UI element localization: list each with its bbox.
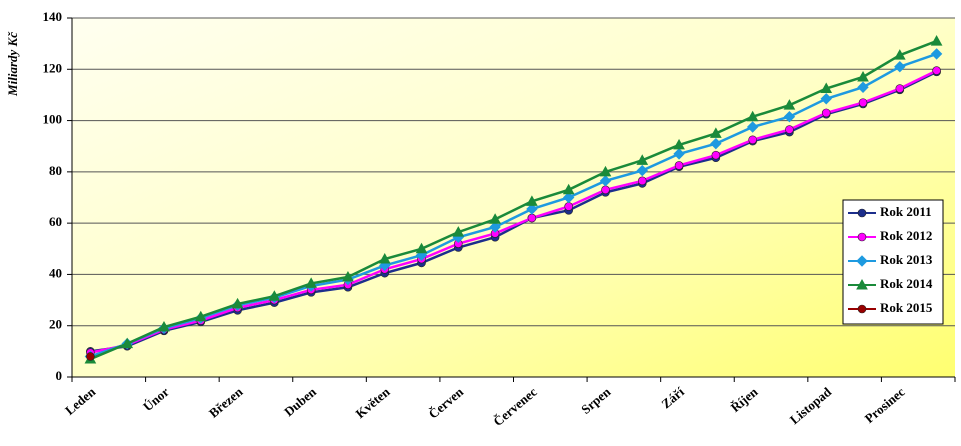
series-line [90, 69, 938, 354]
y-axis-label: Miliardy Kč [5, 31, 20, 97]
marker [86, 352, 95, 361]
marker [857, 208, 867, 218]
marker [599, 165, 612, 177]
marker [932, 66, 941, 75]
series-line [90, 70, 938, 353]
marker [711, 150, 721, 160]
y-tick-label: 140 [43, 9, 63, 24]
x-tick-label: Leden [62, 384, 99, 418]
y-tick-label: 0 [56, 368, 63, 383]
legend-label: Rok 2012 [880, 228, 932, 243]
y-tick-label: 80 [49, 163, 62, 178]
marker [562, 183, 575, 195]
marker [821, 108, 831, 118]
marker [673, 138, 685, 150]
x-tick-label: Únor [140, 384, 172, 414]
series [84, 35, 943, 364]
marker [710, 137, 722, 150]
marker [342, 270, 354, 282]
marker [489, 213, 501, 224]
marker [121, 337, 134, 349]
marker [378, 253, 391, 264]
marker [268, 290, 281, 301]
x-tick-label: Březen [206, 384, 246, 421]
marker [783, 111, 796, 123]
marker [526, 195, 538, 206]
marker [564, 202, 573, 211]
marker [856, 255, 868, 267]
marker [857, 70, 869, 82]
y-tick-label: 20 [49, 317, 62, 332]
y-tick-label: 120 [43, 60, 63, 75]
marker [785, 125, 794, 134]
x-tick-label: Květen [353, 384, 394, 422]
marker [893, 49, 906, 60]
marker [858, 98, 868, 107]
marker [673, 148, 685, 160]
marker [820, 82, 833, 94]
x-tick-label: Listopad [787, 384, 835, 428]
marker [856, 278, 868, 290]
marker [894, 61, 906, 73]
y-tick-label: 60 [49, 214, 62, 229]
marker [857, 81, 869, 93]
marker [820, 93, 832, 105]
series [86, 352, 95, 361]
marker [636, 154, 649, 165]
legend-label: Rok 2011 [880, 204, 932, 219]
legend-label: Rok 2014 [880, 276, 933, 291]
x-tick-label: Červenec [490, 384, 540, 429]
x-tick-label: Duben [281, 384, 319, 420]
marker [710, 127, 722, 138]
marker [636, 164, 648, 177]
x-tick-label: Srpen [578, 384, 614, 417]
marker [930, 48, 943, 60]
x-tick-label: Prosinec [862, 384, 908, 426]
marker [895, 84, 905, 93]
series-line [89, 39, 938, 361]
marker [930, 35, 943, 46]
marker [674, 161, 684, 170]
y-tick-label: 100 [43, 112, 63, 127]
legend-label: Rok 2015 [880, 300, 933, 315]
marker [599, 175, 612, 187]
marker [637, 176, 647, 186]
marker [231, 297, 244, 309]
marker [601, 185, 610, 195]
x-tick-label: Září [658, 384, 687, 412]
marker [194, 310, 207, 322]
marker [857, 232, 867, 242]
x-tick-label: Říjen [728, 384, 761, 415]
marker [748, 135, 757, 145]
marker [489, 221, 501, 233]
marker [452, 226, 465, 237]
x-tick-label: Červen [426, 384, 467, 422]
marker [857, 304, 867, 314]
marker [526, 203, 538, 215]
marker [783, 99, 796, 110]
marker [527, 213, 537, 223]
marker [746, 121, 759, 133]
legend-label: Rok 2013 [880, 252, 933, 267]
marker [158, 320, 170, 332]
marker [746, 110, 759, 122]
marker [305, 277, 317, 288]
marker [562, 191, 575, 204]
marker [415, 242, 428, 254]
y-tick-label: 40 [49, 265, 62, 280]
